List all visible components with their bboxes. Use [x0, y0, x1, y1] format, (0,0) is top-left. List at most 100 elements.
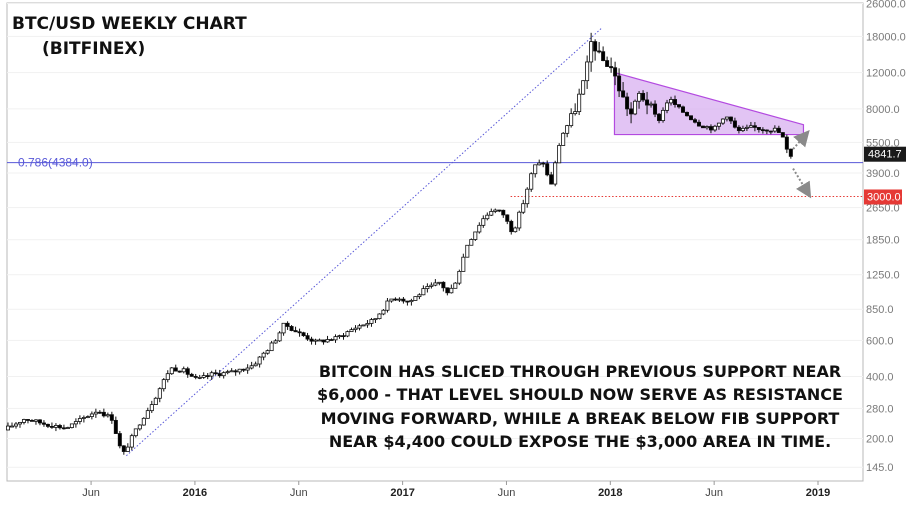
candle-body	[469, 239, 474, 246]
annotation-line-2: $6,000 - THAT LEVEL SHOULD NOW SERVE AS …	[317, 385, 843, 404]
candle-body	[85, 416, 90, 418]
candle-body	[209, 372, 214, 377]
candle-body	[17, 422, 22, 425]
candle-body	[784, 136, 789, 150]
candle-body	[349, 329, 354, 333]
y-tick-label: 1250.0	[866, 270, 900, 282]
candle-body	[381, 309, 386, 315]
candle-body	[337, 335, 342, 338]
breakdown-arrow	[792, 168, 812, 199]
candle-body	[389, 298, 394, 302]
candle-body	[329, 339, 334, 341]
candle-body	[45, 423, 50, 427]
candle-body	[21, 419, 26, 423]
candle-body	[521, 203, 526, 213]
candle-body	[736, 126, 741, 132]
candle-body	[593, 41, 598, 52]
candle-body	[9, 425, 14, 428]
candle-body	[684, 111, 689, 117]
y-tick-label: 850.0	[866, 304, 894, 316]
candle-body	[681, 106, 686, 113]
retest-arrow	[792, 130, 810, 150]
candle-body	[173, 367, 178, 372]
y-tick-label: 26000.0	[866, 0, 906, 10]
candle-body	[409, 300, 414, 303]
candle-body	[393, 298, 398, 301]
candle-body	[732, 120, 737, 128]
candle-body	[720, 118, 725, 124]
candle-body	[752, 125, 757, 128]
candle-body	[353, 327, 358, 331]
target-price-box	[864, 189, 902, 205]
candle-body	[69, 423, 74, 428]
candle-body	[724, 116, 729, 120]
y-tick-label: 5500.0	[866, 137, 900, 149]
candle-body	[25, 419, 30, 421]
candle-body	[561, 132, 566, 146]
candle-body	[373, 318, 378, 321]
candle-body	[109, 414, 114, 421]
candle-body	[273, 340, 278, 344]
candle-body	[285, 322, 290, 327]
y-tick-label: 2650.0	[866, 203, 900, 215]
candle-body	[780, 132, 785, 138]
candle-body	[269, 342, 274, 352]
candle-body	[421, 288, 426, 296]
candle-body	[249, 365, 254, 369]
chart-title-line2: (BITFINEX)	[42, 39, 145, 59]
y-tick-label: 145.0	[866, 462, 894, 474]
fib-swing-line	[126, 27, 603, 457]
candle-body	[385, 300, 390, 311]
candle-body	[557, 145, 562, 164]
candle-body	[365, 323, 370, 326]
candle-body	[277, 332, 282, 342]
candle-body	[37, 419, 42, 424]
candle-body	[81, 417, 86, 419]
candle-body	[113, 419, 118, 434]
candle-body	[665, 102, 670, 111]
candle-body	[704, 126, 709, 129]
candle-body	[229, 370, 234, 373]
candle-body	[165, 373, 170, 381]
candle-body	[201, 375, 206, 378]
candle-body	[117, 433, 122, 447]
candle-body	[141, 417, 146, 426]
candle-body	[93, 411, 98, 415]
candle-body	[537, 162, 542, 166]
candle-body	[645, 99, 650, 106]
candle-body	[461, 256, 466, 272]
candle-body	[33, 419, 38, 422]
candle-body	[49, 426, 54, 428]
candle-body	[728, 116, 733, 122]
candle-body	[133, 428, 138, 437]
annotation: BITCOIN HAS SLICED THROUGH PREVIOUS SUPP…	[317, 362, 843, 451]
candle-body	[776, 127, 781, 133]
candle-body	[740, 127, 745, 132]
x-tick-label: 2019	[806, 487, 830, 499]
candle-body	[97, 411, 102, 414]
last-price-box	[864, 146, 906, 162]
x-tick-label: 2018	[598, 487, 622, 499]
candle-body	[609, 66, 614, 69]
candle-body	[764, 129, 769, 132]
candle-body	[193, 375, 198, 378]
candle-body	[449, 287, 454, 294]
candle-body	[425, 286, 430, 290]
candle-body	[688, 115, 693, 121]
candle-body	[221, 372, 226, 377]
candle-body	[305, 335, 310, 340]
candle-body	[657, 113, 662, 121]
candle-body	[153, 397, 158, 406]
candle-body	[589, 41, 594, 63]
x-tick-label: Jun	[498, 487, 516, 499]
candle-body	[756, 127, 761, 131]
y-tick-label: 200.0	[866, 434, 894, 446]
y-tick-label: 600.0	[866, 335, 894, 347]
candle-body	[77, 418, 82, 422]
annotation-line-1: BITCOIN HAS SLICED THROUGH PREVIOUS SUPP…	[319, 362, 841, 381]
x-tick-label: Jun	[82, 487, 100, 499]
candle-body	[225, 371, 230, 374]
candle-body	[760, 129, 765, 132]
candle-body	[585, 61, 590, 82]
candle-body	[605, 60, 610, 67]
